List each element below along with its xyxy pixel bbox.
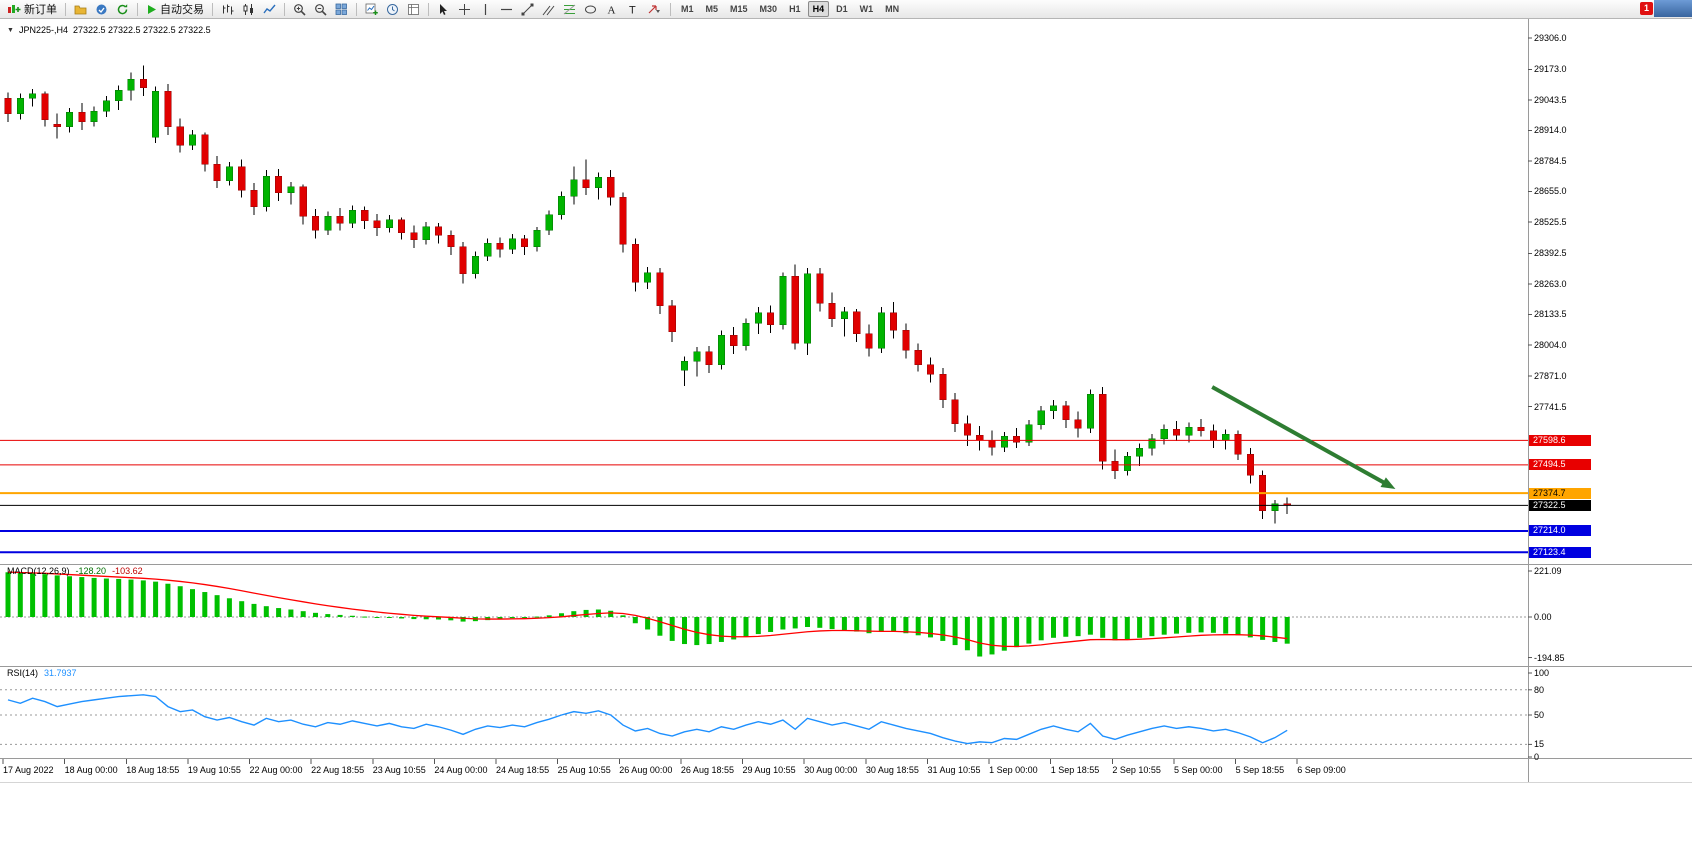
zoom-out-icon [314, 3, 327, 16]
arrows-icon [647, 3, 662, 16]
charts-profile-icon [74, 3, 87, 16]
equidistant-channel-icon [542, 3, 555, 16]
auto-trading-icon [146, 4, 157, 15]
timeframe-h1-button[interactable]: H1 [789, 4, 801, 14]
timeframe-d1-button[interactable]: D1 [836, 4, 848, 14]
cursor-icon [437, 3, 450, 16]
refresh-button[interactable] [112, 0, 133, 18]
timeframe-m1-button[interactable]: M1 [681, 4, 694, 14]
candles-layer [4, 65, 1291, 524]
toolbar-separator [670, 2, 671, 16]
rsi-indicator-layer [0, 672, 1532, 758]
new-chart-icon [365, 3, 378, 16]
horizontal-line-button[interactable] [496, 0, 517, 18]
horizontal-line-icon [500, 3, 513, 16]
rsi-name: RSI(14) [7, 668, 39, 678]
timeframe-w1-button[interactable]: W1 [859, 4, 874, 14]
notification-badge[interactable]: 1 [1640, 2, 1653, 15]
zoom-in-icon [293, 3, 306, 16]
toolbar-separator [212, 2, 213, 16]
crosshair-icon [458, 3, 471, 16]
new-order-icon [7, 3, 21, 16]
tile-windows-icon [335, 3, 348, 16]
new-chart-button[interactable] [361, 0, 382, 18]
refresh-icon [116, 3, 129, 16]
rsi-label-row: RSI(14) 31.7937 [7, 668, 77, 678]
candlestick-chart-button[interactable] [238, 0, 259, 18]
toolbar-separator [137, 2, 138, 16]
svg-text:T: T [629, 4, 636, 16]
window-corner [1654, 0, 1692, 17]
new-order-button[interactable]: 新订单 [3, 0, 61, 18]
symbol-period-label: JPN225-,H4 [18, 25, 68, 35]
shapes-icon [584, 3, 597, 16]
line-chart-icon [263, 3, 276, 16]
zoom-in-button[interactable] [289, 0, 310, 18]
collapse-chart-icon[interactable]: ▼ [7, 26, 14, 34]
timeframe-m5-button[interactable]: M5 [705, 4, 719, 14]
market-watch-button[interactable] [91, 0, 112, 18]
candlestick-chart-icon [242, 3, 255, 16]
arrows-button[interactable] [643, 0, 666, 18]
chart-header: ▼ JPN225-,H4 27322.5 27322.5 27322.5 273… [7, 25, 211, 35]
market-watch-icon [95, 3, 108, 16]
bar-chart-button[interactable] [217, 0, 238, 18]
shapes-button[interactable] [580, 0, 601, 18]
zoom-out-button[interactable] [310, 0, 331, 18]
new-order-label: 新订单 [24, 4, 57, 16]
text-label-icon: T [626, 3, 639, 16]
toolbar-separator [356, 2, 357, 16]
macd-signal-line [7, 571, 1288, 648]
timeframe-m30-button[interactable]: M30 [759, 4, 778, 14]
toolbar-separator [65, 2, 66, 16]
auto-trading-button[interactable]: 自动交易 [142, 0, 208, 18]
rsi-line [7, 694, 1288, 745]
templates-button[interactable] [403, 0, 424, 18]
trendline-button[interactable] [517, 0, 538, 18]
timeframe-mn-button[interactable]: MN [885, 4, 900, 14]
vertical-line-button[interactable] [475, 0, 496, 18]
timeframe-h4-button[interactable]: H4 [807, 1, 830, 17]
text-icon: A [605, 3, 618, 16]
text-label-button[interactable]: T [622, 0, 643, 18]
toolbar-separator [284, 2, 285, 16]
auto-trading-label: 自动交易 [160, 4, 204, 16]
cursor-button[interactable] [433, 0, 454, 18]
period-icon [386, 3, 399, 16]
fibonacci-button[interactable] [559, 0, 580, 18]
ohlc-quote: 27322.5 27322.5 27322.5 27322.5 [72, 25, 211, 35]
trend-arrow-annotation[interactable] [1211, 385, 1396, 490]
vertical-line-icon [479, 3, 492, 16]
macd-main-value: -128.20 [75, 566, 107, 576]
period-button[interactable] [382, 0, 403, 18]
macd-indicator-layer [0, 570, 1532, 659]
line-chart-button[interactable] [259, 0, 280, 18]
bar-chart-icon [221, 3, 234, 16]
macd-label-row: MACD(12,26,9) -128.20 -103.62 [7, 566, 143, 576]
macd-name: MACD(12,26,9) [7, 566, 70, 576]
trendline-icon [521, 3, 534, 16]
macd-signal-value: -103.62 [112, 566, 143, 576]
pane-frame-layer [0, 18, 1692, 783]
crosshair-button[interactable] [454, 0, 475, 18]
charts-profile-button[interactable] [70, 0, 91, 18]
equidistant-channel-button[interactable] [538, 0, 559, 18]
svg-text:A: A [608, 4, 616, 16]
rsi-value: 31.7937 [44, 668, 77, 678]
text-button[interactable]: A [601, 0, 622, 18]
tile-windows-button[interactable] [331, 0, 352, 18]
toolbar-separator [428, 2, 429, 16]
fibonacci-icon [563, 3, 576, 16]
templates-icon [407, 3, 420, 16]
main-toolbar: 新订单 自动交易 A T M1 M5 M15 M30 H1 H4 D1 W1 MN [0, 0, 1692, 19]
price-lines-layer[interactable] [0, 439, 1528, 554]
timeframe-m15-button[interactable]: M15 [730, 4, 748, 14]
